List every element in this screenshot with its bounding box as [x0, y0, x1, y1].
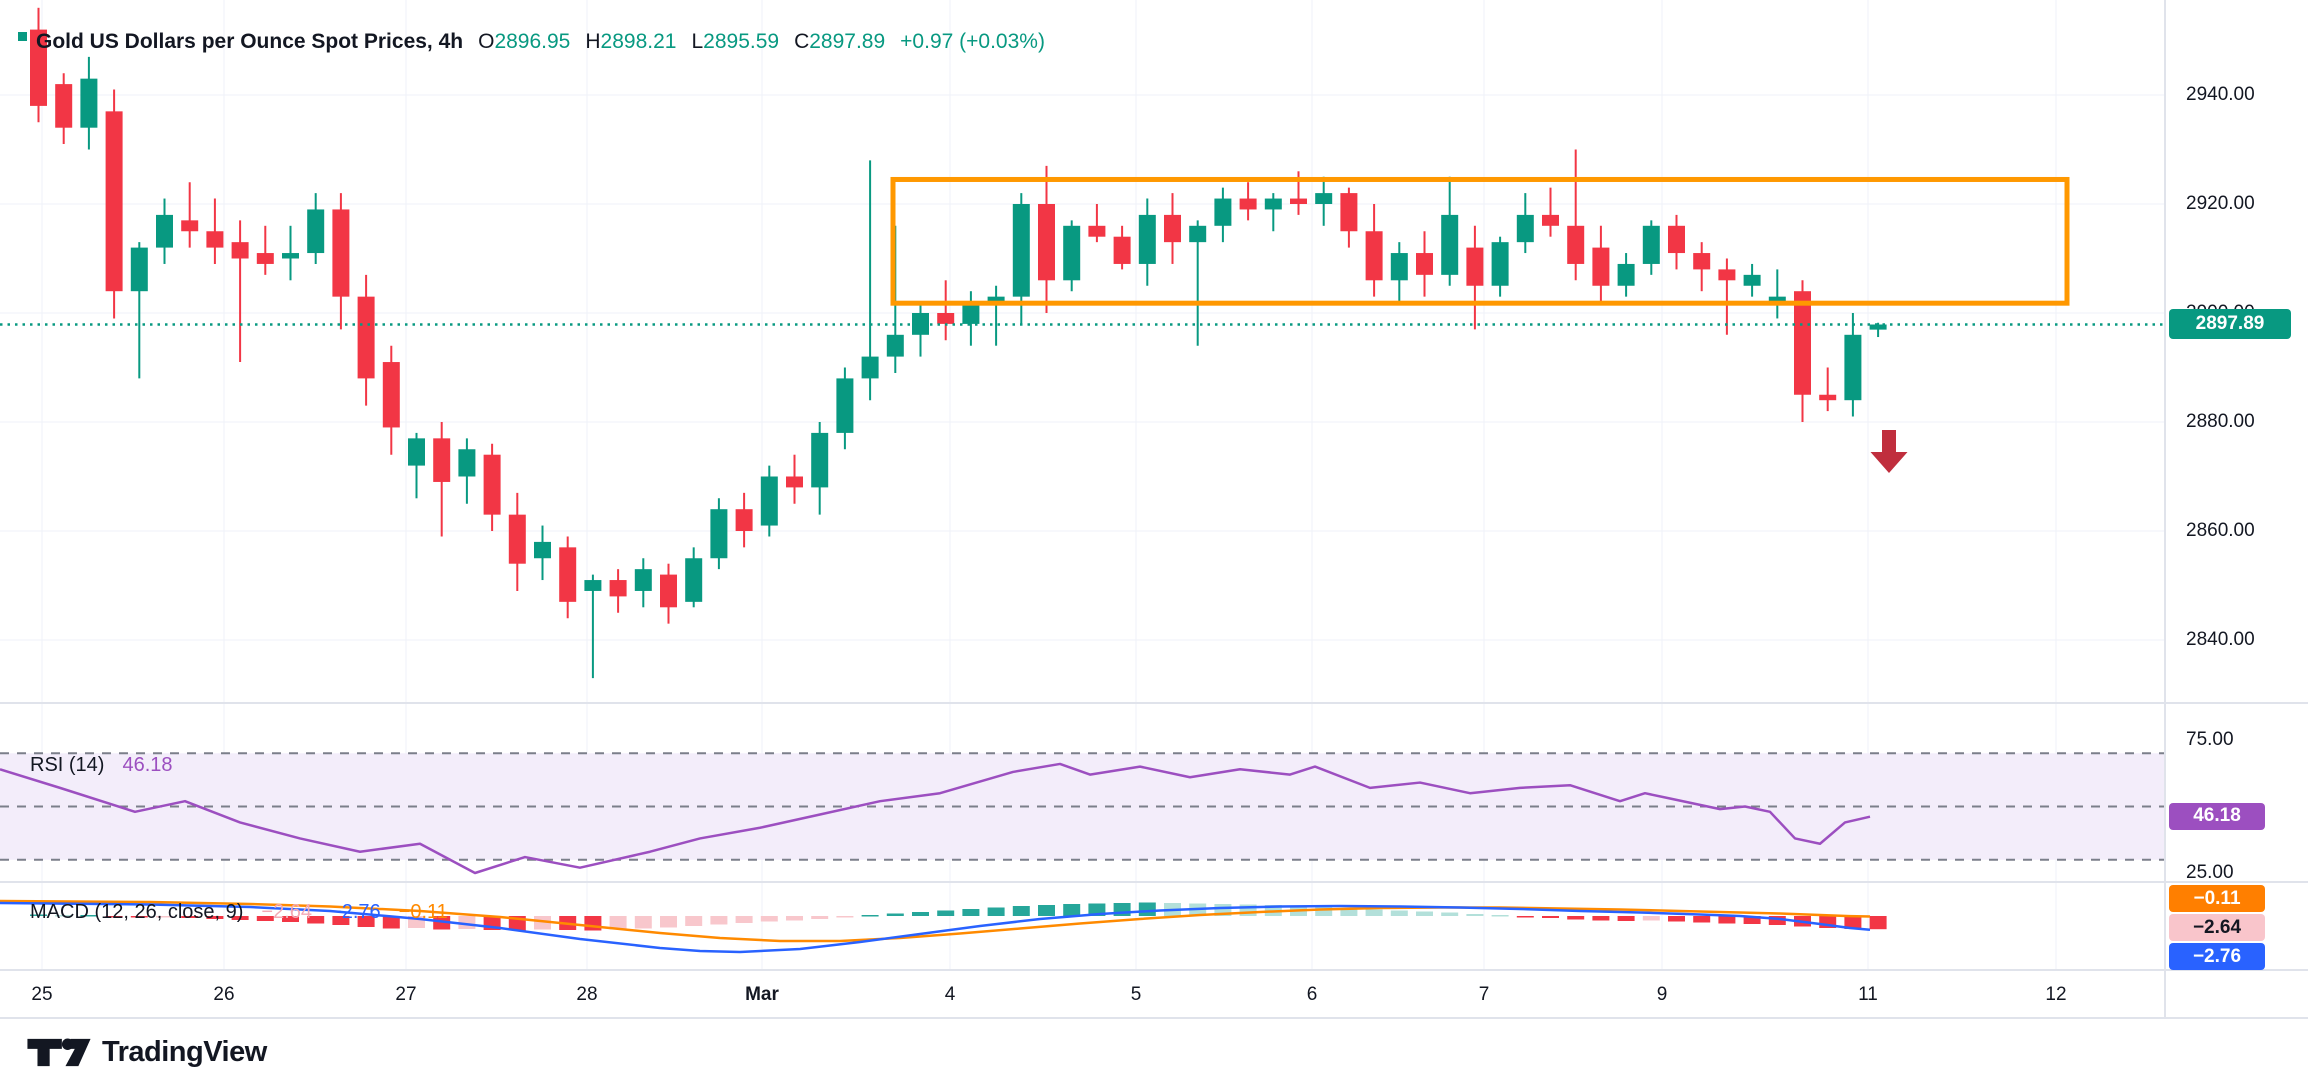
time-tick-label: 25: [31, 984, 53, 1005]
rsi-tick-label: 75.00: [2186, 729, 2234, 750]
open-label: O: [478, 30, 495, 53]
change-value: +0.97 (+0.03%): [900, 30, 1045, 53]
rsi-value: 46.18: [122, 754, 173, 776]
macd-signal-badge: −0.11: [2169, 885, 2265, 912]
last-price-badge: 2897.89: [2169, 309, 2291, 340]
price-tick-label: 2860.00: [2186, 520, 2255, 541]
low-value: 2895.59: [703, 30, 780, 53]
low-readout: L 2895.59: [691, 30, 779, 54]
rsi-tick-label: 25.00: [2186, 862, 2234, 883]
series-marker-icon: [18, 31, 27, 41]
close-label: C: [794, 30, 810, 53]
time-tick-label: Mar: [745, 984, 779, 1005]
time-tick-label: 11: [1858, 984, 1878, 1005]
time-tick-label: 28: [576, 984, 598, 1005]
open-value: 2896.95: [494, 30, 571, 53]
price-tick-label: 2840.00: [2186, 629, 2255, 650]
macd-line-value: −2.76: [330, 901, 381, 923]
time-tick-label: 9: [1656, 984, 1668, 1005]
time-tick-label: 27: [395, 984, 417, 1005]
symbol-legend[interactable]: Gold US Dollars per Ounce Spot Prices, 4…: [18, 30, 1045, 54]
price-tick-label: 2880.00: [2186, 411, 2255, 432]
macd-line-badge: −2.76: [2169, 943, 2265, 970]
tradingview-logo[interactable]: TradingView: [26, 1036, 267, 1069]
rsi-label: RSI (14): [30, 754, 105, 776]
macd-signal-value: −0.11: [398, 901, 448, 923]
rsi-value-badge: 46.18: [2169, 802, 2265, 830]
chart-canvas[interactable]: [0, 0, 2308, 1020]
close-value: 2897.89: [809, 30, 886, 53]
macd-histogram-value: −2.64: [261, 901, 313, 923]
price-tick-label: 2940.00: [2186, 84, 2255, 105]
symbol-title: Gold US Dollars per Ounce Spot Prices, 4…: [36, 30, 464, 53]
high-readout: H 2898.21: [585, 30, 676, 54]
rsi-legend[interactable]: RSI (14) 46.18: [30, 754, 173, 777]
time-tick-label: 6: [1306, 984, 1318, 1005]
high-value: 2898.21: [600, 30, 677, 53]
price-tick-label: 2920.00: [2186, 193, 2255, 214]
time-tick-label: 7: [1478, 984, 1490, 1005]
macd-label: MACD (12, 26, close, 9): [30, 901, 244, 923]
low-label: L: [691, 30, 704, 53]
macd-legend[interactable]: MACD (12, 26, close, 9) −2.64 −2.76 −0.1…: [30, 901, 448, 924]
tradingview-logo-icon: [27, 1038, 91, 1067]
time-tick-label: 26: [213, 984, 235, 1005]
time-tick-label: 5: [1130, 984, 1142, 1005]
tradingview-logo-text: TradingView: [102, 1036, 267, 1068]
time-tick-label: 12: [2045, 984, 2067, 1005]
time-tick-label: 4: [944, 984, 956, 1005]
close-readout: C 2897.89: [794, 30, 885, 54]
high-label: H: [585, 30, 601, 53]
open-readout: O 2896.95: [478, 30, 570, 54]
macd-histogram-badge: −2.64: [2169, 914, 2265, 941]
